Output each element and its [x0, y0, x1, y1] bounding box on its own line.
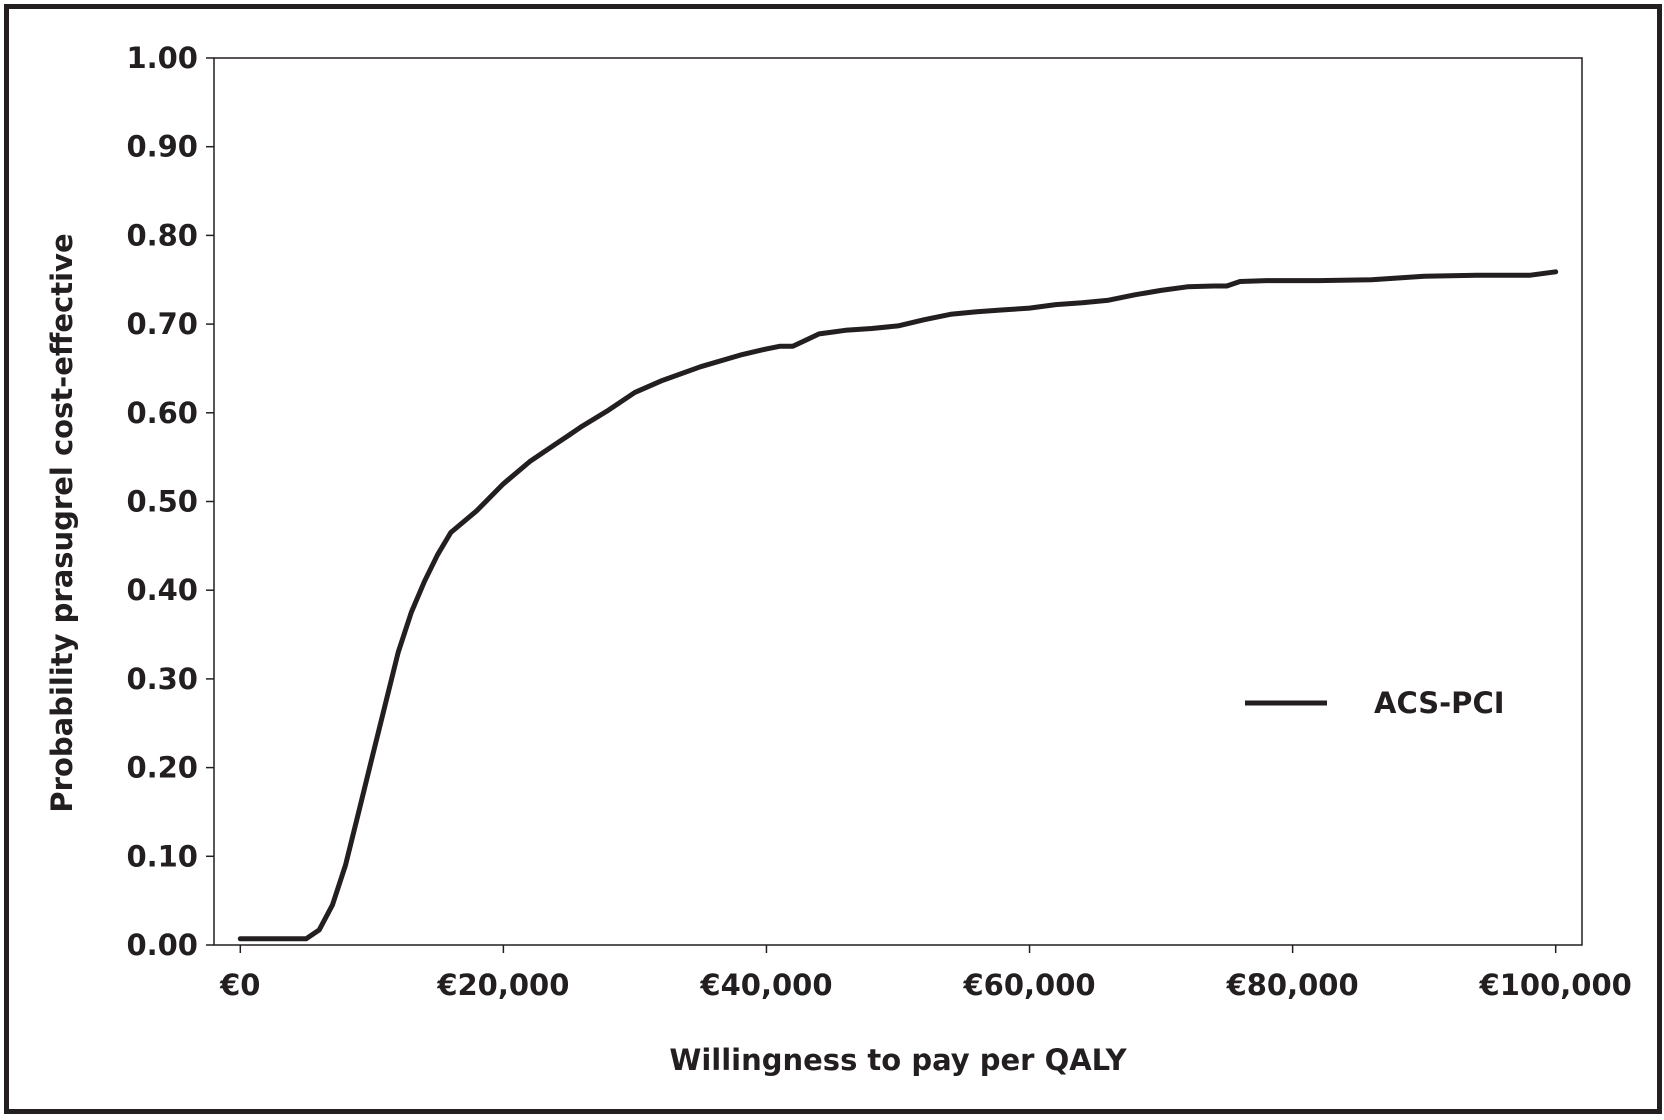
y-tick-label: 0.70	[126, 307, 198, 341]
y-axis: 0.00 0.10 0.20 0.30 0.40 0.50 0.60 0.70 0.80 0.90…	[126, 41, 214, 962]
y-tick-label: 0.00	[126, 928, 198, 962]
x-axis: €0 €20,000 €40,000 €60,000 €80,000 €100,000	[219, 945, 1632, 1002]
x-tick-label: €40,000	[699, 968, 832, 1002]
y-tick-label: 0.80	[126, 218, 198, 252]
legend: ACS-PCI	[1245, 686, 1505, 720]
y-tick-label: 0.10	[126, 839, 198, 873]
y-tick-label: 0.40	[126, 573, 198, 607]
y-tick-label: 0.90	[126, 130, 198, 164]
y-tick-label: 0.60	[126, 396, 198, 430]
x-tick-label: €80,000	[1226, 968, 1359, 1002]
y-tick-label: 0.20	[126, 751, 198, 785]
x-tick-label: €20,000	[436, 968, 569, 1002]
y-tick-label: 1.00	[126, 41, 198, 75]
series-line-acs-pci	[237, 269, 1559, 942]
x-tick-label: €100,000	[1479, 968, 1632, 1002]
x-tick-label: €60,000	[962, 968, 1095, 1002]
y-tick-label: 0.50	[126, 485, 198, 519]
plot-area	[213, 57, 1583, 946]
chart-frame: 0.00 0.10 0.20 0.30 0.40 0.50 0.60 0.70 0.80 0.90…	[4, 4, 1662, 1114]
x-tick-label: €0	[219, 968, 260, 1002]
x-axis-title: Willingness to pay per QALY	[669, 1043, 1127, 1077]
legend-label-acs-pci: ACS-PCI	[1374, 686, 1505, 720]
chart-canvas: 0.00 0.10 0.20 0.30 0.40 0.50 0.60 0.70 0.80 0.90…	[45, 41, 1632, 1077]
y-tick-label: 0.30	[126, 662, 198, 696]
y-axis-title: Probability prasugrel cost-effective	[45, 233, 79, 812]
